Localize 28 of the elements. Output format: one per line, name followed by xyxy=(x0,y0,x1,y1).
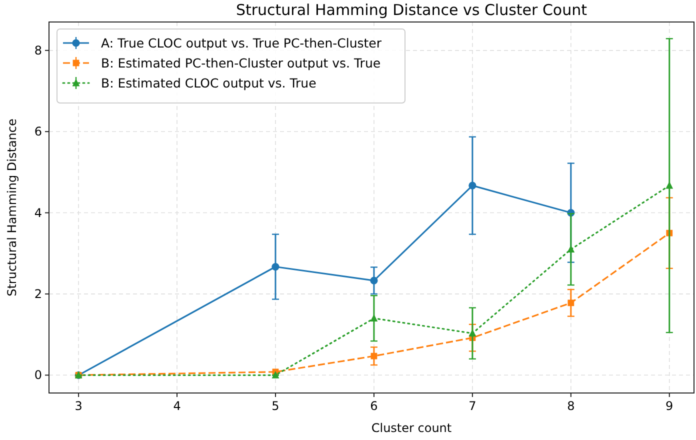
y-tick-label: 8 xyxy=(34,43,42,58)
point xyxy=(666,181,674,189)
legend-label: B: Estimated CLOC output vs. True xyxy=(101,76,317,90)
y-tick-label: 2 xyxy=(34,286,42,301)
y-tick-label: 6 xyxy=(34,124,42,139)
point xyxy=(370,314,378,322)
point xyxy=(567,245,575,253)
x-tick-label: 9 xyxy=(666,399,674,413)
point xyxy=(370,276,378,284)
point xyxy=(370,352,378,360)
x-tick-label: 7 xyxy=(468,399,476,413)
y-tick-label: 4 xyxy=(34,206,42,220)
point xyxy=(468,182,476,190)
x-axis-title: Cluster count xyxy=(371,421,452,435)
point xyxy=(272,262,280,271)
x-tick-label: 8 xyxy=(567,399,575,413)
x-tick-label: 3 xyxy=(74,399,82,413)
y-axis-title: Structural Hamming Distance xyxy=(5,118,19,296)
x-tick-label: 6 xyxy=(370,399,378,413)
point xyxy=(272,370,280,378)
x-tick-label: 5 xyxy=(272,399,280,413)
point xyxy=(568,300,574,306)
point xyxy=(468,329,476,337)
legend-label: B: Estimated PC-then-Cluster output vs. True xyxy=(101,56,381,70)
chart-title: Structural Hamming Distance vs Cluster Count xyxy=(236,1,588,19)
y-tick-label: 0 xyxy=(34,368,42,382)
legend-label: A: True CLOC output vs. True PC-then-Cluster xyxy=(101,36,382,50)
x-tick-label: 4 xyxy=(173,399,181,413)
